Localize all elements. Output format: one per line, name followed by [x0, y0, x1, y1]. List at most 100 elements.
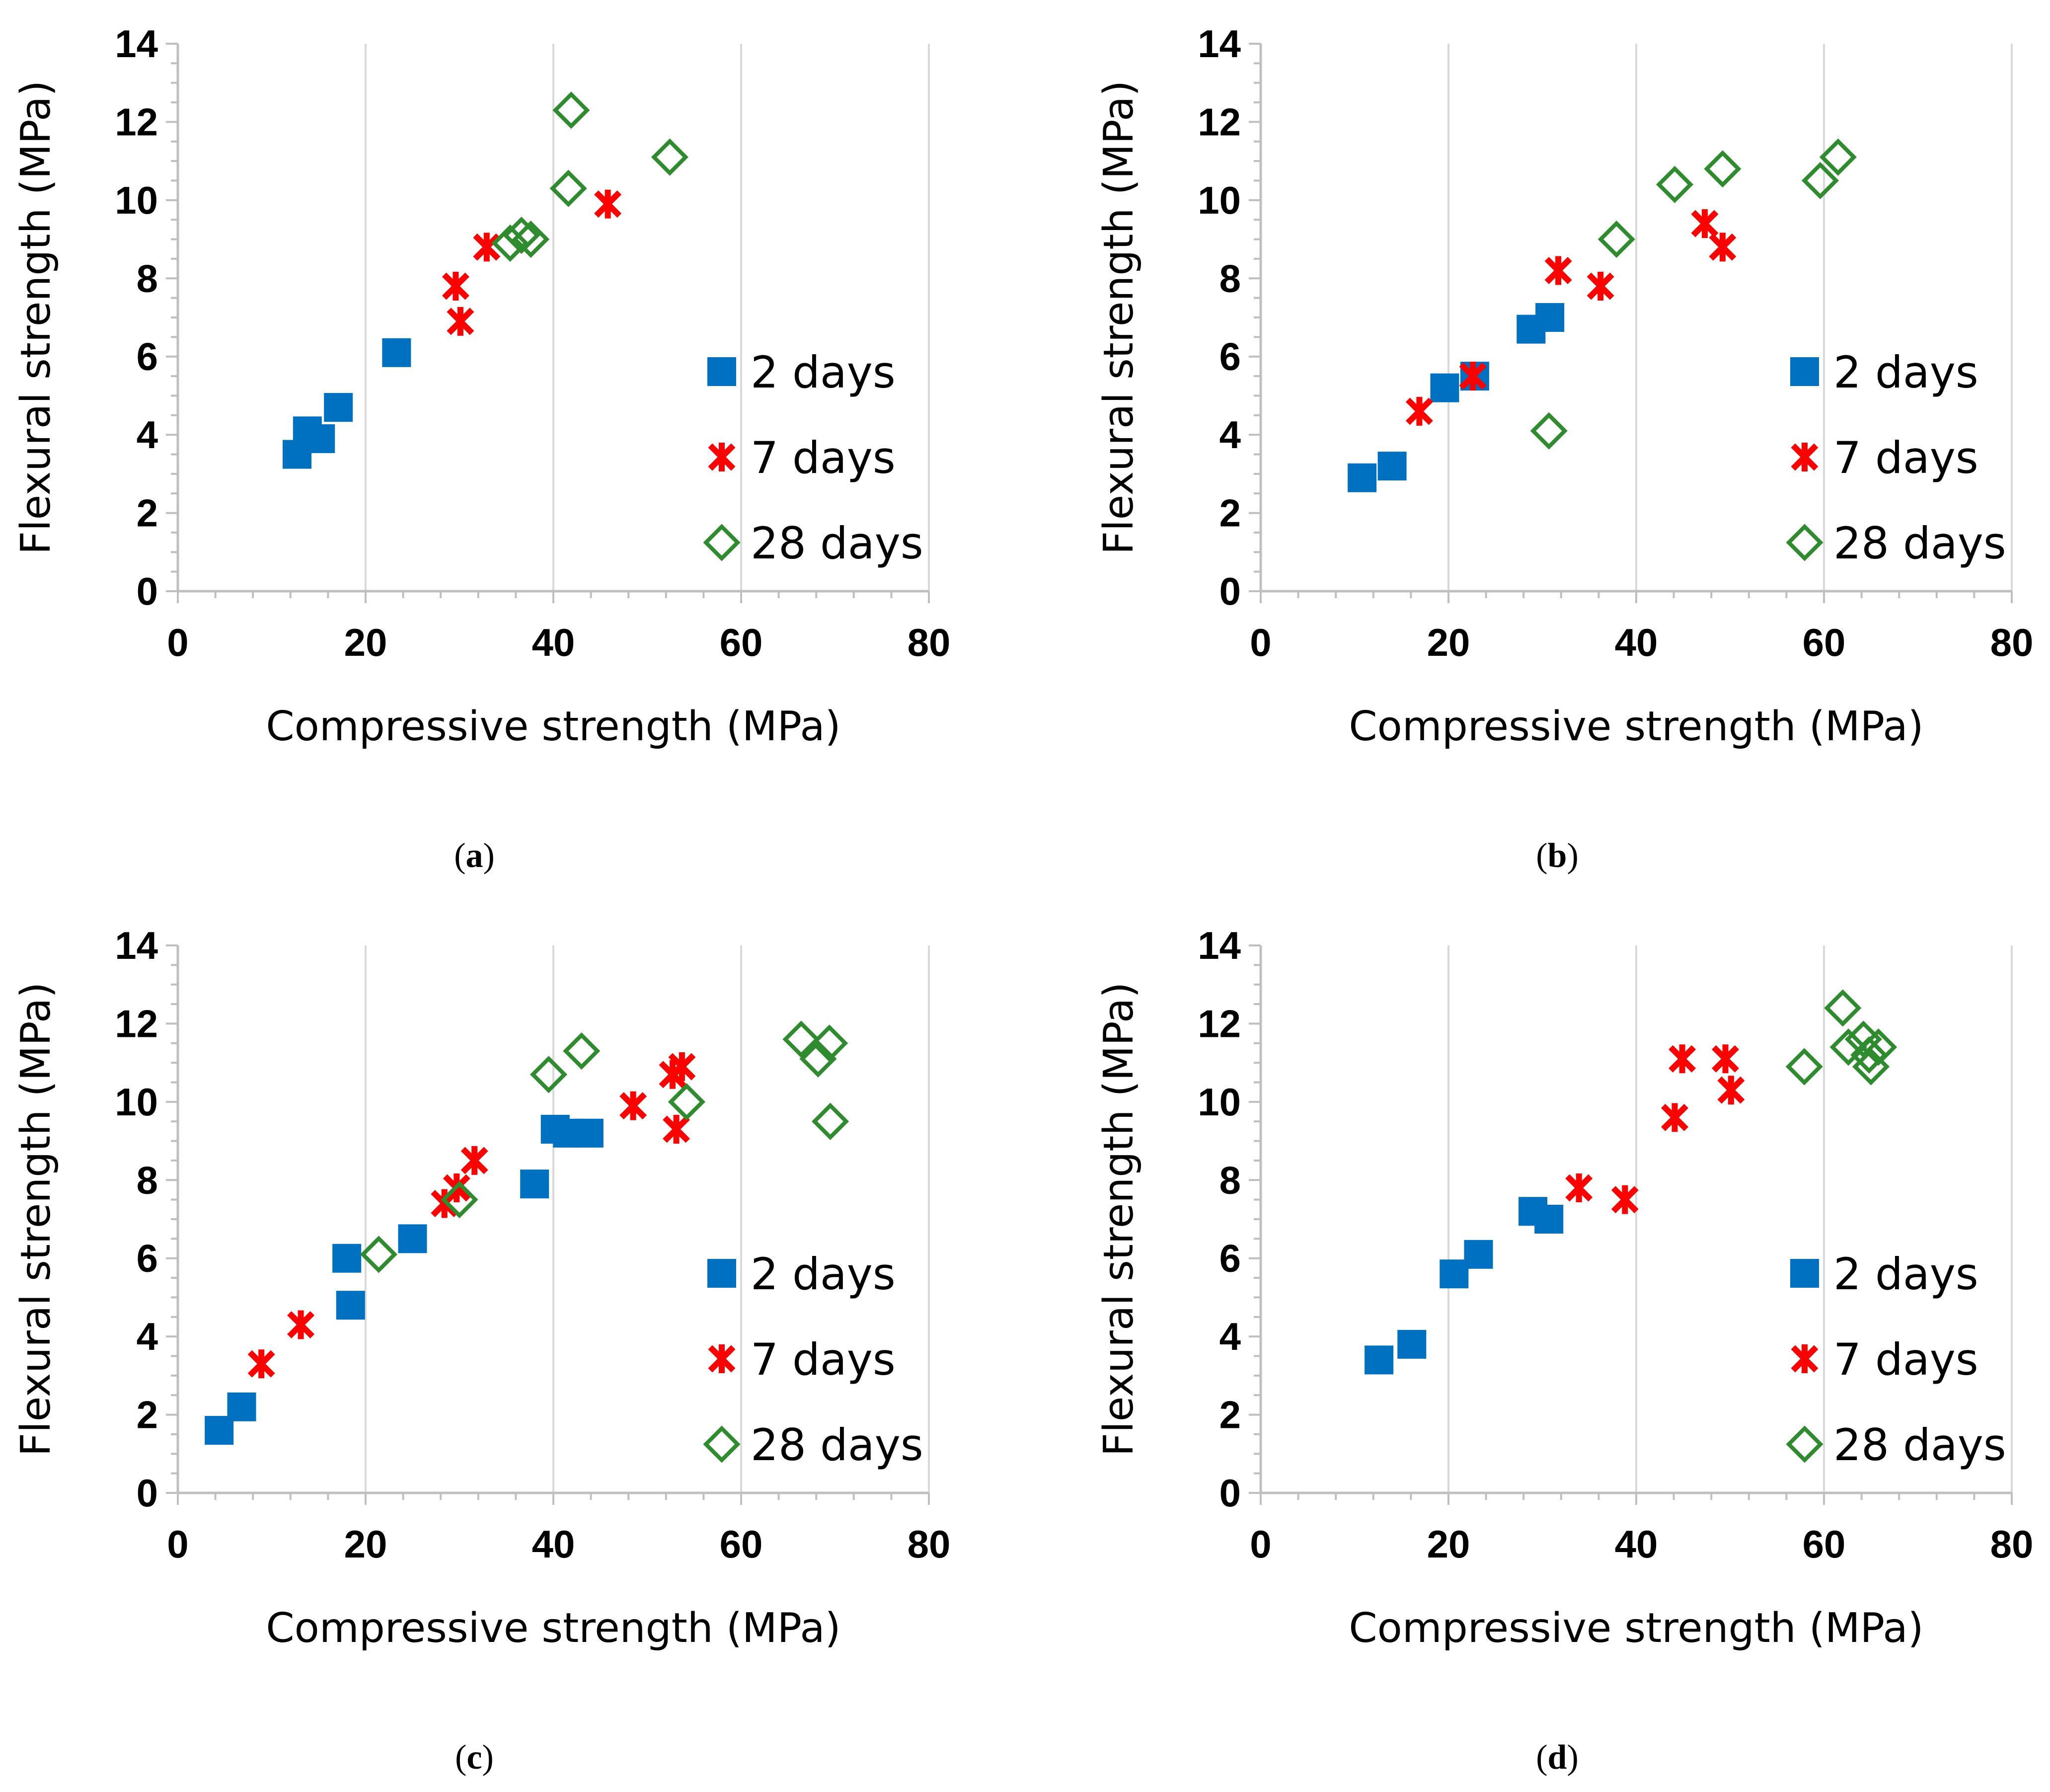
data-point-diamond [441, 1181, 478, 1219]
x-tick-label: 60 [1803, 1522, 1846, 1566]
data-point-square [227, 1392, 256, 1421]
data-point-diamond [491, 224, 529, 262]
data-point-star [447, 307, 474, 336]
data-point-square [1365, 1345, 1394, 1375]
data-point-diamond [799, 1040, 837, 1078]
data-point-star [619, 1091, 647, 1120]
legend-label: 28 days [751, 518, 923, 569]
y-tick-label: 12 [1198, 100, 1241, 144]
data-point-diamond [549, 169, 587, 207]
data-point-diamond [1824, 989, 1862, 1027]
data-point-diamond [1656, 165, 1694, 203]
x-tick-label: 40 [1615, 1522, 1658, 1566]
data-point-square [398, 1224, 427, 1253]
y-tick-label: 6 [137, 1237, 158, 1280]
y-tick-label: 2 [137, 491, 158, 535]
legend-label: 28 days [1833, 1419, 2006, 1471]
data-point-star [668, 1052, 696, 1082]
y-tick-label: 2 [1219, 1393, 1241, 1437]
data-point-diamond [1860, 1028, 1898, 1066]
data-point-star [1669, 1044, 1696, 1074]
y-tick-label: 2 [137, 1393, 158, 1437]
x-tick-label: 60 [1803, 621, 1846, 664]
data-point-diamond [811, 1102, 849, 1140]
data-point-star [1459, 362, 1487, 391]
chart-panel-a: 0 2 4 6 8 10 12 14 0 20 40 60 80 Compressive strength… [12, 22, 950, 875]
y-tick-label: 4 [137, 413, 158, 457]
data-point-square [324, 393, 353, 422]
x-tick-label: 40 [1615, 621, 1658, 664]
data-point-star [473, 233, 501, 262]
legend-marker-square [1790, 357, 1819, 386]
data-point-star [1691, 209, 1719, 238]
legend-label: 7 days [1833, 432, 1978, 483]
y-tick-label: 0 [1219, 1471, 1241, 1515]
data-point-star [1709, 233, 1737, 262]
x-tick-label: 0 [1250, 621, 1271, 664]
y-tick-label: 6 [137, 335, 158, 379]
y-tick-label: 12 [115, 1002, 158, 1045]
panel-caption: (c) [455, 1738, 494, 1777]
y-tick-label: 6 [1219, 1237, 1241, 1280]
x-axis-title: Compressive strength (MPa) [266, 1605, 840, 1652]
data-point-diamond [1597, 221, 1635, 258]
panel-caption: (b) [1536, 837, 1579, 875]
panel-caption: (a) [454, 837, 495, 875]
data-point-star [1712, 1044, 1739, 1074]
legend-marker-star [1791, 443, 1819, 471]
legend-marker-square [707, 357, 736, 386]
y-axis-title: Flexural strength (MPa) [1095, 80, 1142, 554]
x-axis-title: Compressive strength (MPa) [1349, 703, 1923, 750]
panel-caption: (d) [1536, 1738, 1579, 1777]
data-point-square [1377, 452, 1407, 481]
legend-label: 2 days [751, 347, 896, 398]
data-point-star [442, 272, 469, 301]
y-tick-label: 4 [1219, 1315, 1241, 1358]
y-tick-label: 0 [137, 1471, 158, 1515]
y-tick-label: 0 [137, 569, 158, 613]
x-tick-label: 60 [720, 1522, 763, 1566]
y-tick-label: 12 [115, 100, 158, 144]
x-tick-label: 20 [344, 1522, 387, 1566]
legend-marker-diamond [703, 1425, 741, 1463]
y-tick-label: 10 [1198, 1080, 1241, 1124]
data-point-square [1348, 463, 1377, 492]
legend-marker-square [1790, 1259, 1819, 1288]
data-point-diamond [668, 1083, 705, 1121]
x-tick-label: 80 [908, 1522, 951, 1566]
x-tick-label: 20 [1427, 1522, 1470, 1566]
data-point-diamond [811, 1024, 848, 1062]
legend-label: 2 days [751, 1248, 896, 1300]
x-tick-label: 0 [167, 1522, 188, 1566]
data-point-diamond [1801, 161, 1839, 200]
y-tick-label: 8 [1219, 1158, 1241, 1202]
x-tick-label: 40 [532, 1522, 575, 1566]
y-tick-label: 8 [137, 256, 158, 300]
data-point-square [1440, 1259, 1469, 1289]
data-point-diamond [1530, 412, 1568, 450]
y-tick-label: 12 [1198, 1002, 1241, 1045]
y-axis-title: Flexural strength (MPa) [12, 80, 60, 554]
legend-label: 28 days [751, 1419, 923, 1471]
data-point-square [382, 338, 411, 367]
data-point-diamond [782, 1020, 820, 1058]
data-point-star [1611, 1185, 1639, 1214]
data-point-diamond [1704, 150, 1742, 188]
data-point-diamond [360, 1236, 398, 1273]
y-tick-label: 14 [1198, 22, 1241, 66]
data-point-square [1397, 1329, 1427, 1359]
data-point-diamond [1829, 1028, 1867, 1066]
legend-marker-square [707, 1259, 736, 1288]
y-tick-label: 10 [115, 178, 158, 222]
y-tick-label: 14 [1198, 924, 1241, 967]
data-point-star [1544, 256, 1572, 285]
y-tick-label: 6 [1219, 335, 1241, 379]
y-tick-label: 8 [1219, 256, 1241, 300]
legend-label: 7 days [751, 432, 896, 483]
data-point-diamond [1785, 1048, 1823, 1086]
data-point-diamond [651, 138, 688, 176]
legend-marker-star [708, 443, 736, 471]
data-point-square [1534, 1205, 1564, 1234]
x-tick-label: 0 [1250, 1522, 1271, 1566]
